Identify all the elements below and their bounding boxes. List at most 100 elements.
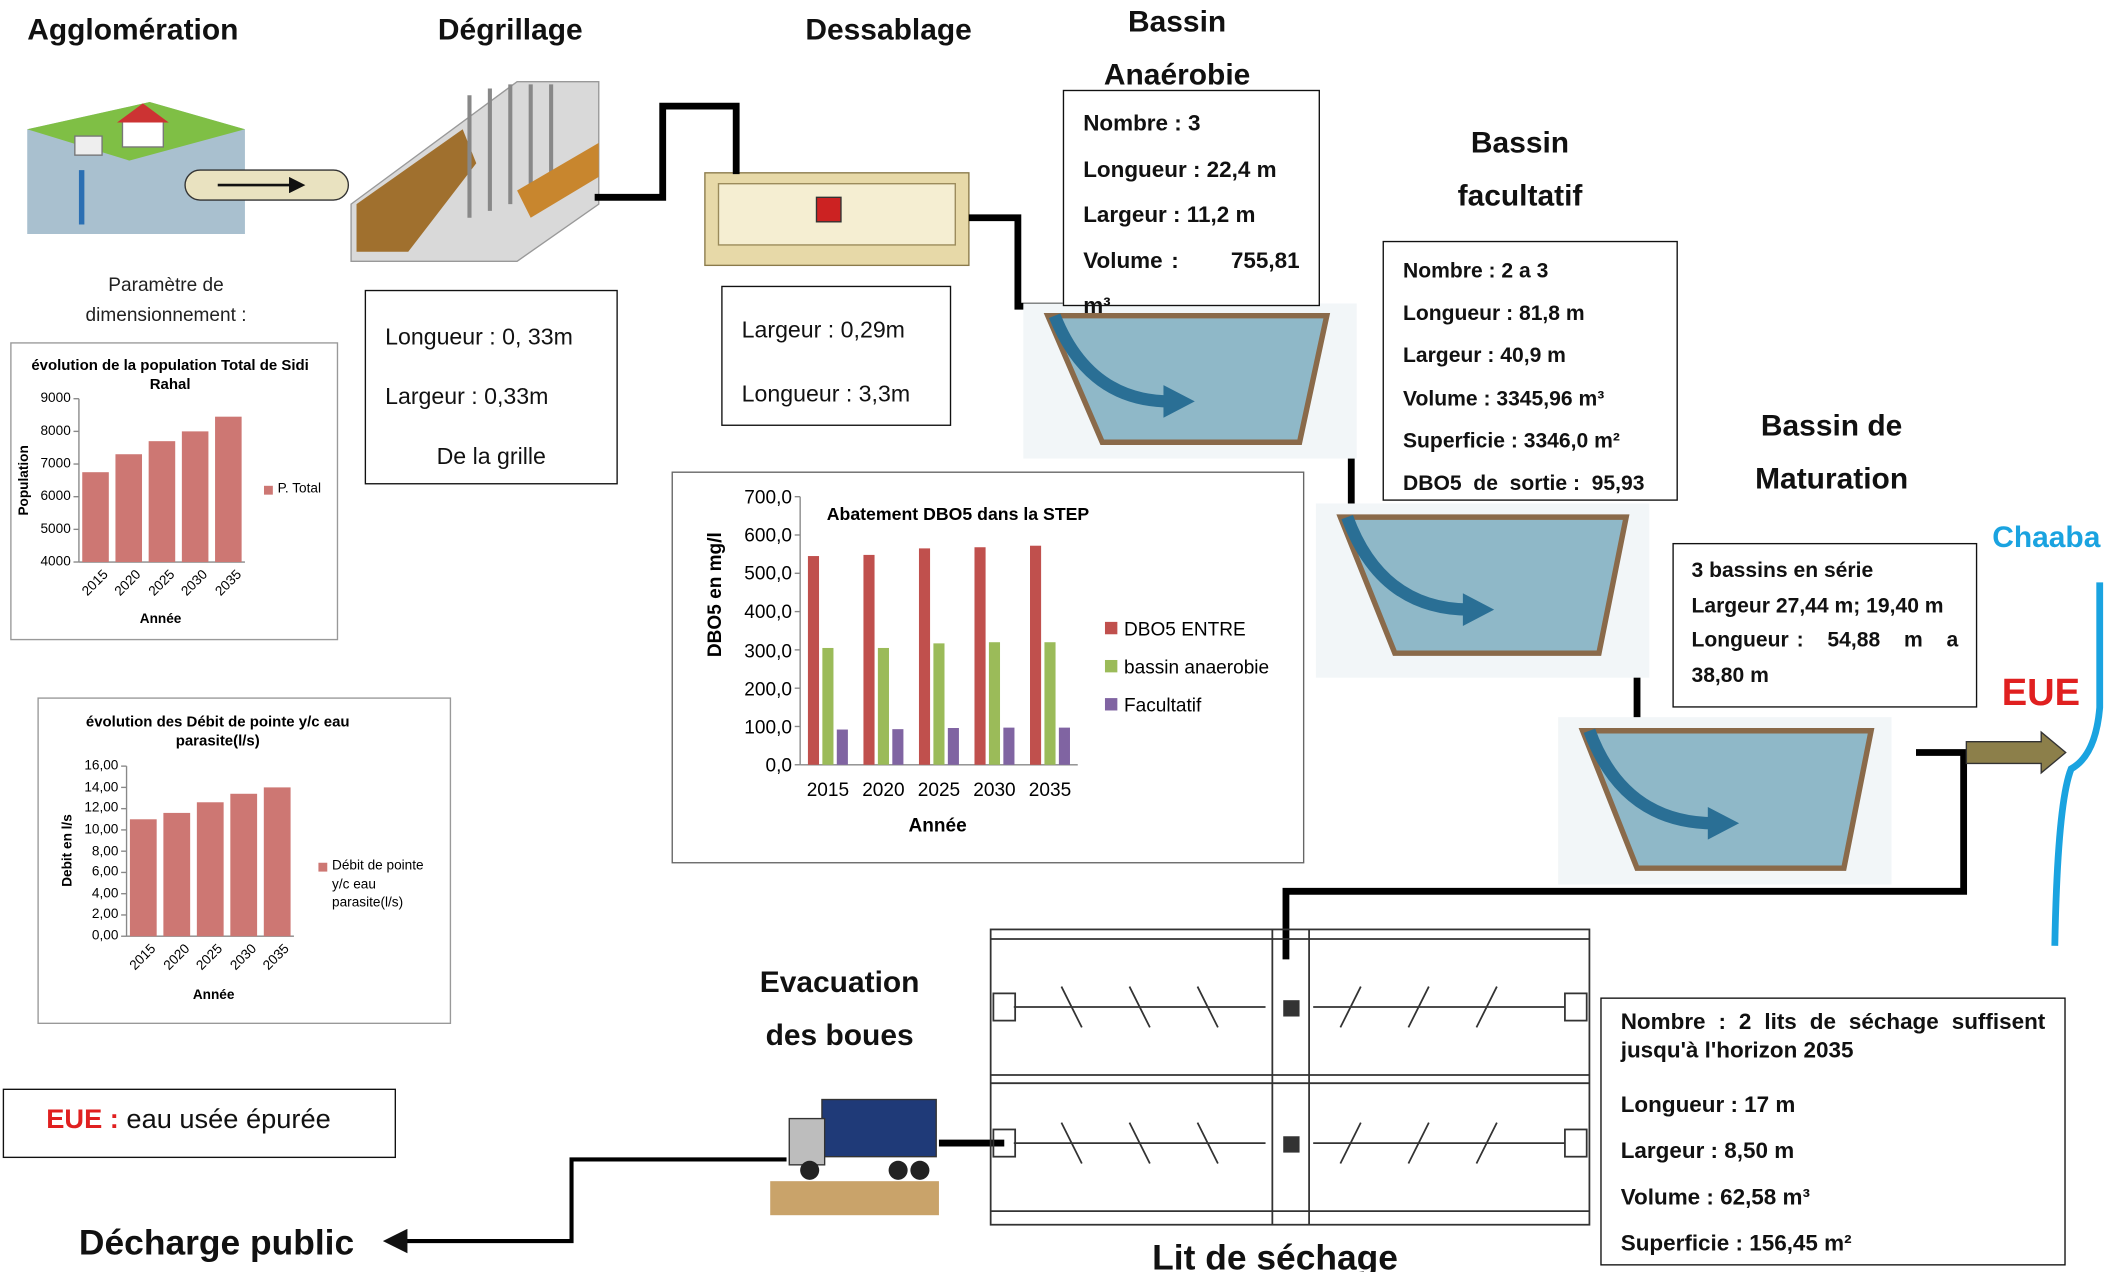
dimension-box: Largeur : 0,29mLongueur : 3,3m <box>721 286 951 426</box>
box-line: Largeur 27,44 m; 19,40 m <box>1691 589 1958 624</box>
title-line: des boues <box>760 1008 920 1061</box>
ground <box>770 1181 939 1215</box>
y-tick-label: 2,00 <box>92 907 118 922</box>
dimension-box: Nombre : 2 lits de séchage suffisent jus… <box>1600 997 2065 1265</box>
bar <box>989 642 1000 765</box>
y-tick-label: 9000 <box>40 391 70 406</box>
y-tick-label: 6000 <box>40 489 70 504</box>
bar <box>82 472 109 562</box>
valve <box>1565 993 1587 1020</box>
caption-line: Paramètre de <box>86 269 247 299</box>
y-tick-label: 10,00 <box>84 822 118 837</box>
bar <box>1003 728 1014 765</box>
legend-label: Débit de pointe y/c eau parasite(l/s) <box>332 857 441 912</box>
title-line: Evacuation <box>760 955 920 1008</box>
y-tick-label: 0,0 <box>765 754 791 776</box>
title-line: Bassin de <box>1755 399 1908 452</box>
box-line: Largeur : 11,2 m <box>1083 193 1299 239</box>
bar <box>919 548 930 764</box>
box-line: Largeur : 8,50 m <box>1621 1128 2046 1174</box>
y-tick-label: 300,0 <box>744 639 792 661</box>
bar <box>130 819 157 936</box>
x-tick-label: 2025 <box>918 778 960 800</box>
bar <box>1030 546 1041 765</box>
y-tick-label: 8,00 <box>92 844 118 859</box>
stage-title: Décharge public <box>79 1222 354 1264</box>
bar <box>1044 642 1055 765</box>
bar <box>948 728 959 765</box>
bar <box>974 547 985 765</box>
bar <box>115 454 142 562</box>
legend-swatch <box>1105 660 1117 672</box>
bar <box>933 643 944 764</box>
y-tick-label: 600,0 <box>744 524 792 546</box>
box-line: Longueur : 3,3m <box>742 362 931 426</box>
legend-swatch <box>1105 698 1117 710</box>
title-line: facultatif <box>1458 169 1583 222</box>
discharge-arrow <box>388 1159 787 1241</box>
bar <box>822 648 833 765</box>
bar <box>878 648 889 765</box>
y-axis-label: Population <box>17 445 32 515</box>
box-line: Largeur : 0,29m <box>742 298 931 362</box>
stage-title: Lit de séchage <box>1152 1237 1398 1272</box>
x-axis-label: Année <box>140 612 182 627</box>
box-line: 3 bassins en série <box>1691 554 1958 589</box>
title-line: Maturation <box>1755 452 1908 505</box>
y-tick-label: 400,0 <box>744 601 792 623</box>
y-tick-label: 12,00 <box>84 801 118 816</box>
y-axis-label: Debit en l/s <box>61 814 76 887</box>
wheel <box>910 1161 929 1180</box>
box-line: Superficie : 3346,0 m² <box>1403 420 1657 462</box>
bar <box>197 802 224 936</box>
stage-title: Agglomération <box>27 12 238 47</box>
wheel <box>889 1161 908 1180</box>
box-line: Nombre : 3 <box>1083 102 1299 148</box>
house <box>75 136 102 155</box>
valve <box>993 993 1015 1020</box>
diagram: Agglomération Dégrillage Dessablage Bass… <box>0 0 2112 1272</box>
bar <box>863 555 874 765</box>
y-tick-label: 100,0 <box>744 716 792 738</box>
y-tick-label: 4000 <box>40 555 70 570</box>
chart-title: évolution des Débit de pointe y/c eau pa… <box>54 713 381 752</box>
eue-arrow <box>1966 732 2065 773</box>
caption-line: dimensionnement : <box>86 299 247 329</box>
bar <box>837 730 848 765</box>
truck-bed <box>822 1100 936 1157</box>
y-tick-label: 6,00 <box>92 865 118 880</box>
box-line: Nombre : 2 a 3 <box>1403 250 1657 292</box>
bar <box>230 794 257 936</box>
box-line: Largeur : 40,9 m <box>1403 335 1657 377</box>
bar <box>215 417 242 562</box>
bar <box>808 556 819 765</box>
truck-cab <box>789 1119 824 1165</box>
y-axis-label: DBO5 en mg/l <box>704 532 726 657</box>
box-line: Superficie : 156,45 m² <box>1621 1221 2046 1267</box>
y-tick-label: 7000 <box>40 457 70 472</box>
y-tick-label: 0,00 <box>92 929 118 944</box>
basin-maturation <box>1558 717 1891 884</box>
wheel <box>800 1161 819 1180</box>
x-tick-label: 2020 <box>862 778 904 800</box>
box-line: DBO5 de sortie : 95,93 <box>1403 463 1657 505</box>
dimension-box: Nombre : 3Longueur : 22,4 mLargeur : 11,… <box>1063 90 1320 306</box>
box-line: Longueur : 22,4 m <box>1083 148 1299 194</box>
legend-swatch <box>264 486 273 495</box>
bar <box>1059 728 1070 765</box>
stage-title: Dessablage <box>805 12 971 47</box>
stream-label: Chaaba <box>1992 520 2100 555</box>
valve <box>1565 1129 1587 1156</box>
title-line: Bassin <box>1458 116 1583 169</box>
bed-outline <box>991 929 1590 1224</box>
truck <box>770 1100 939 1216</box>
pipe <box>969 218 1075 306</box>
stage-title: Dégrillage <box>438 12 583 47</box>
x-tick-label: 2015 <box>807 778 849 800</box>
y-tick-label: 5000 <box>40 522 70 537</box>
basin-facultative <box>1316 503 1649 677</box>
